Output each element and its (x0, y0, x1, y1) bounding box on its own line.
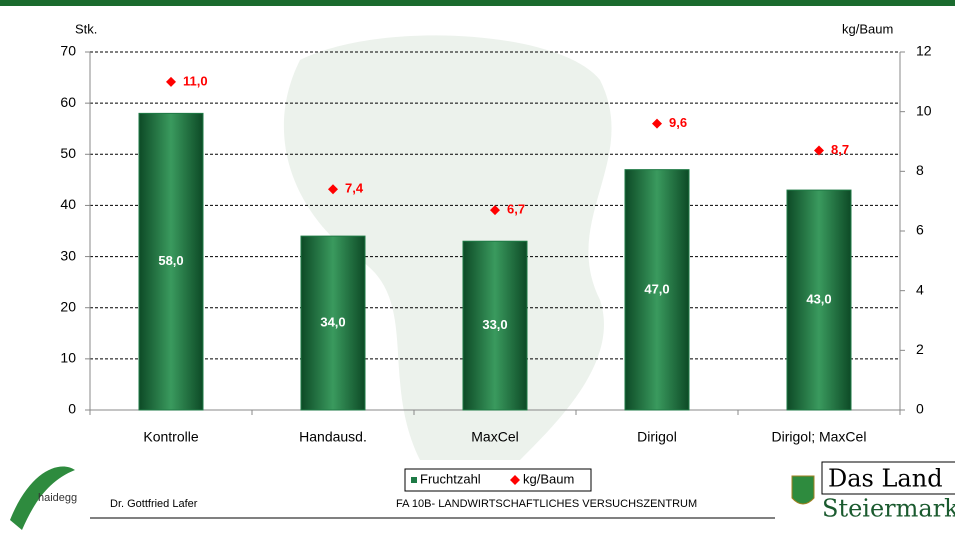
legend-swatch (510, 475, 520, 485)
x-tick-label: Dirigol; MaxCel (772, 429, 867, 445)
legend-swatch (411, 477, 417, 483)
y-tick-label: 40 (60, 196, 76, 212)
y-tick-label: 0 (68, 401, 76, 417)
top-bar (0, 0, 955, 6)
point-label: 6,7 (507, 202, 525, 217)
x-tick-label: MaxCel (471, 429, 518, 445)
y-tick-label: 70 (60, 43, 76, 59)
legend-label: kg/Baum (523, 471, 574, 486)
y-tick-label: 30 (60, 247, 76, 263)
bar-label: 43,0 (806, 291, 831, 306)
y-tick-label: 20 (60, 298, 76, 314)
point-label: 9,6 (669, 115, 687, 130)
diamond (652, 118, 662, 129)
bar (300, 235, 366, 411)
y2-tick-label: 8 (916, 162, 924, 178)
logo-text: haidegg (38, 492, 77, 504)
y2-tick-label: 4 (916, 281, 924, 297)
y2-tick-label: 0 (916, 401, 924, 417)
bar (624, 169, 690, 411)
diamond (490, 205, 500, 216)
x-tick-label: Kontrolle (143, 429, 198, 445)
coat-of-arms (791, 475, 815, 505)
y2-axis-label: kg/Baum (842, 21, 893, 36)
x-tick-label: Handausd. (299, 429, 367, 445)
y-tick-label: 10 (60, 350, 76, 366)
legend (404, 468, 592, 492)
y-axis-label: Stk. (75, 21, 97, 36)
point-label: 8,7 (831, 142, 849, 157)
point-label: 11,0 (183, 73, 208, 88)
logo-text-1: Das Land (828, 465, 943, 493)
logo-box (821, 461, 955, 495)
diamond (328, 184, 338, 195)
y-tick-label: 60 (60, 94, 76, 110)
y2-tick-label: 2 (916, 341, 924, 357)
y-tick-label: 50 (60, 145, 76, 161)
bar-label: 33,0 (482, 317, 507, 332)
diamond (814, 145, 824, 156)
bar-label: 34,0 (320, 314, 345, 329)
point-label: 7,4 (345, 181, 364, 196)
bar-label: 47,0 (644, 281, 669, 296)
bar (138, 112, 204, 411)
y2-tick-label: 12 (916, 43, 932, 59)
diamond (166, 76, 176, 87)
x-tick-label: Dirigol (637, 429, 677, 445)
bar (462, 240, 528, 411)
logo-left (10, 466, 75, 530)
logo-text-2: Steiermark (822, 495, 955, 523)
y2-tick-label: 10 (916, 102, 932, 118)
bar (786, 189, 852, 411)
legend-label: Fruchtzahl (420, 471, 481, 486)
y2-tick-label: 6 (916, 222, 924, 238)
institute: FA 10B- LANDWIRTSCHAFTLICHES VERSUCHSZEN… (396, 498, 697, 510)
watermark (283, 35, 612, 460)
author: Dr. Gottfried Lafer (110, 498, 198, 510)
bar-label: 58,0 (158, 253, 183, 268)
